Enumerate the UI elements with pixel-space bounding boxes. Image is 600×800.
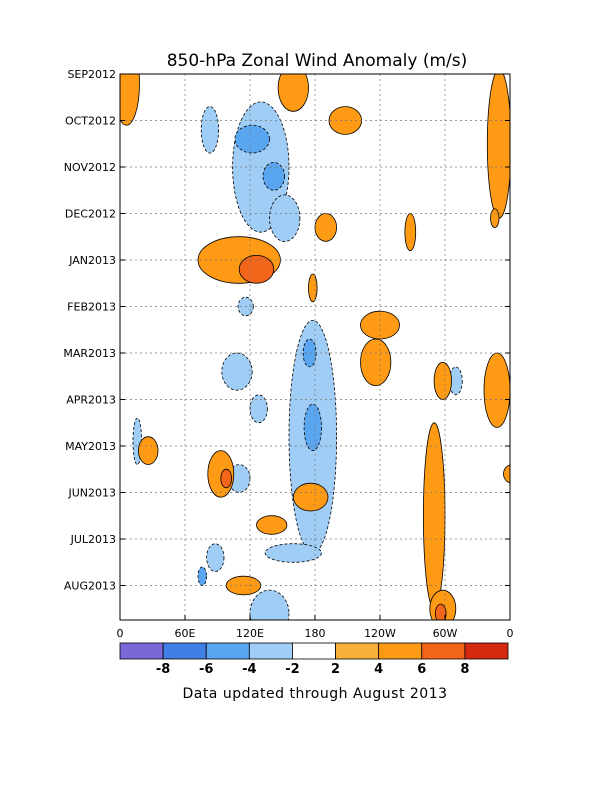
positive-anomaly-region <box>277 74 309 112</box>
negative-anomaly-region <box>249 589 290 620</box>
positive-anomaly-region <box>423 422 446 610</box>
plot-area <box>119 73 511 621</box>
y-tick-label: APR2013 <box>66 394 116 407</box>
positive-anomaly-region <box>483 352 510 428</box>
y-tick-label: OCT2012 <box>65 115 116 128</box>
negative-anomaly-region <box>249 394 268 424</box>
colorbar-label: 2 <box>331 662 340 677</box>
colorbar-label: -8 <box>156 662 170 677</box>
x-tick-label: 0 <box>507 627 514 640</box>
negative-anomaly-core <box>197 566 208 586</box>
y-axis: SEP2012 OCT2012 NOV2012 DEC2012 JAN2013 FEB20… <box>63 68 510 593</box>
colorbar-swatch <box>205 642 250 660</box>
positive-anomaly-region <box>314 213 338 242</box>
y-tick-label: DEC2012 <box>65 208 116 221</box>
footnote-text: Data updated through August 2013 <box>182 686 447 702</box>
positive-anomaly-region <box>137 436 159 465</box>
colorbar-swatch <box>421 642 466 660</box>
positive-anomaly-core <box>434 603 447 620</box>
colorbar-swatch <box>248 642 293 660</box>
colorbar-swatch <box>464 642 509 660</box>
negative-anomaly-region <box>269 194 301 242</box>
y-tick-label: AUG2013 <box>64 580 116 593</box>
negative-anomaly-core <box>262 162 286 191</box>
x-tick-label: 60W <box>433 627 458 640</box>
positive-anomaly-region <box>120 74 140 126</box>
colorbar: -8 -6 -4 -2 2 4 6 8 <box>119 642 509 677</box>
colorbar-label: -6 <box>199 662 213 677</box>
positive-anomaly-region <box>293 482 329 512</box>
grid-lines <box>120 74 510 620</box>
negative-anomaly-core <box>303 403 322 452</box>
y-tick-label: JUL2013 <box>70 533 116 546</box>
colorbar-label: 4 <box>374 662 383 677</box>
positive-anomaly-region <box>503 464 510 484</box>
x-axis: 0 60E 120E 180 120W 60W 0 <box>117 615 514 640</box>
negative-anomaly-region <box>200 106 219 154</box>
x-tick-label: 120W <box>364 627 396 640</box>
colorbar-swatch <box>335 642 380 660</box>
colorbar-swatch <box>119 642 164 660</box>
positive-anomaly-region <box>490 208 500 228</box>
y-tick-label: NOV2012 <box>64 161 116 174</box>
positive-anomaly-region <box>433 361 452 400</box>
colorbar-label: 8 <box>460 662 469 677</box>
positive-anomaly-region <box>308 273 318 303</box>
y-tick-label: SEP2012 <box>67 68 116 81</box>
colorbar-label: -4 <box>242 662 256 677</box>
positive-anomaly-region <box>256 515 288 535</box>
x-tick-label: 60E <box>175 627 196 640</box>
colorbar-swatch <box>162 642 207 660</box>
x-tick-label: 180 <box>305 627 326 640</box>
positive-anomaly-region <box>486 74 510 219</box>
colorbar-swatch <box>378 642 423 660</box>
negative-anomaly-region <box>206 543 225 572</box>
y-tick-label: MAY2013 <box>65 440 116 453</box>
y-tick-label: JUN2013 <box>67 487 116 500</box>
colorbar-label: 6 <box>417 662 426 677</box>
positive-anomaly-core <box>238 254 275 284</box>
colorbar-label: -2 <box>285 662 299 677</box>
colorbar-swatch <box>292 642 336 660</box>
negative-anomaly-core <box>234 124 270 154</box>
negative-anomaly-region <box>221 352 253 391</box>
positive-anomaly-region <box>360 338 392 386</box>
y-tick-label: MAR2013 <box>63 347 116 360</box>
y-tick-label: JAN2013 <box>68 254 116 267</box>
x-tick-label: 120E <box>236 627 264 640</box>
anomaly-regions <box>120 74 510 620</box>
positive-anomaly-region <box>404 213 417 252</box>
chart-title: 850-hPa Zonal Wind Anomaly (m/s) <box>167 51 468 71</box>
x-tick-label: 0 <box>117 627 124 640</box>
y-tick-label: FEB2013 <box>67 301 116 314</box>
positive-anomaly-core <box>220 468 233 489</box>
negative-anomaly-region <box>264 543 322 563</box>
